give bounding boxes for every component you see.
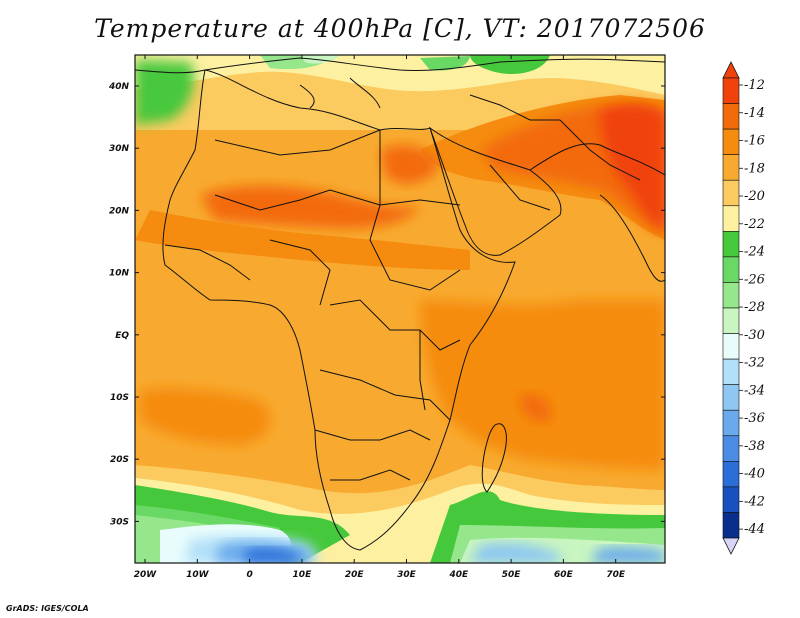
temperature-field bbox=[135, 55, 665, 563]
map-frame bbox=[134, 54, 666, 564]
credit-label: GrADS: IGES/COLA bbox=[6, 604, 89, 613]
lon-tick-label: 20W bbox=[134, 570, 158, 580]
colorbar-swatch bbox=[722, 154, 740, 181]
longitude-labels: 20W 10W 0 10E 20E 30E 40E 50E 60E 70E bbox=[134, 570, 626, 580]
lon-tick-label: 0 bbox=[246, 570, 252, 580]
lat-tick-label: 10N bbox=[109, 269, 130, 279]
lon-tick-label: 30E bbox=[397, 570, 417, 580]
colorbar-swatch bbox=[722, 435, 740, 462]
colorbar-swatch bbox=[722, 282, 740, 309]
colorbar: -12 -14 -16 -18 -20 -22 -24 -26 -28 -30 -32 -34 -36 -… bbox=[722, 61, 765, 555]
colorbar-swatch bbox=[722, 256, 740, 283]
colorbar-label: -20 bbox=[744, 189, 765, 204]
colorbar-swatch bbox=[722, 205, 740, 232]
colorbar-label: -18 bbox=[744, 161, 765, 176]
colorbar-swatch bbox=[722, 77, 740, 104]
colorbar-swatch bbox=[722, 486, 740, 513]
lon-tick-label: 10W bbox=[186, 570, 210, 580]
axis-ticks bbox=[135, 55, 665, 563]
colorbar-label: -14 bbox=[744, 106, 765, 121]
colorbar-label: -32 bbox=[744, 356, 765, 371]
colorbar-label: -36 bbox=[744, 411, 765, 426]
lon-tick-label: 60E bbox=[554, 570, 574, 580]
colorbar-swatch bbox=[722, 231, 740, 258]
lon-tick-label: 70E bbox=[606, 570, 626, 580]
colorbar-top-arrow bbox=[722, 61, 740, 79]
colorbar-swatch bbox=[722, 409, 740, 437]
colorbar-label: -44 bbox=[744, 522, 765, 537]
colorbar-label: -16 bbox=[744, 134, 765, 149]
colorbar-label: -28 bbox=[744, 300, 765, 315]
lat-tick-label: 40N bbox=[108, 82, 130, 92]
colorbar-label: -40 bbox=[744, 467, 765, 482]
lat-tick-label: 30N bbox=[109, 144, 130, 154]
lat-tick-label: 10S bbox=[110, 393, 129, 403]
colorbar-bottom-arrow bbox=[722, 537, 740, 555]
lon-tick-label: 40E bbox=[448, 570, 469, 580]
colorbar-label: -12 bbox=[744, 78, 765, 93]
colorbar-swatch bbox=[722, 103, 740, 130]
latitude-labels: 40N 30N 20N 10N EQ 10S 20S 30S bbox=[108, 82, 130, 527]
lat-tick-label: 20N bbox=[109, 206, 130, 216]
lon-tick-label: 20E bbox=[345, 570, 365, 580]
colorbar-swatch bbox=[722, 307, 740, 334]
chart-title: Temperature at 400hPa [C], VT: 201707250… bbox=[94, 14, 706, 43]
colorbar-swatch bbox=[722, 512, 740, 539]
lat-tick-label: 30S bbox=[110, 517, 129, 527]
colorbar-label: -34 bbox=[744, 383, 765, 398]
colorbar-swatch bbox=[722, 128, 740, 155]
lat-tick-label: 20S bbox=[110, 455, 129, 465]
colorbar-label: -26 bbox=[744, 272, 765, 287]
coastlines bbox=[135, 57, 665, 551]
colorbar-label: -24 bbox=[744, 245, 765, 260]
lon-tick-label: 10E bbox=[293, 570, 313, 580]
lon-tick-label: 50E bbox=[502, 570, 522, 580]
colorbar-label: -22 bbox=[744, 217, 765, 232]
colorbar-swatch bbox=[722, 333, 740, 360]
colorbar-label: -38 bbox=[744, 439, 765, 454]
lat-tick-label: EQ bbox=[115, 331, 129, 341]
colorbar-swatch bbox=[722, 358, 740, 385]
colorbar-label: -30 bbox=[744, 328, 765, 343]
colorbar-swatch bbox=[722, 384, 740, 411]
colorbar-label: -42 bbox=[744, 494, 765, 509]
colorbar-swatch bbox=[722, 461, 740, 488]
colorbar-swatch bbox=[722, 179, 740, 207]
